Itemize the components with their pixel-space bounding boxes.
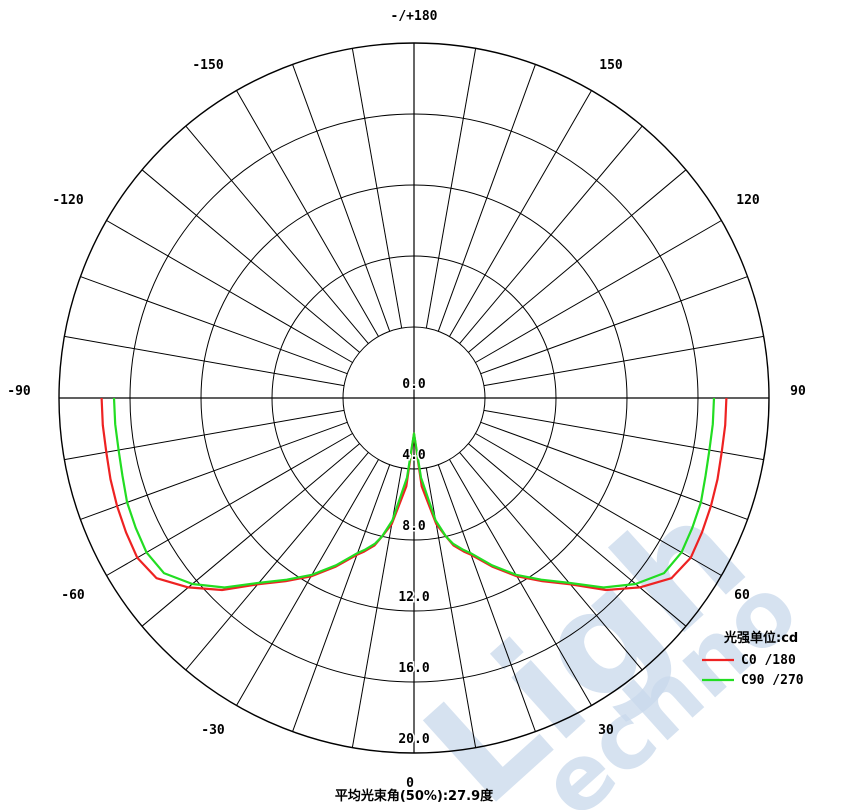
grid-spoke [141, 443, 360, 627]
angle-label: -/+180 [391, 9, 438, 24]
angle-label: 30 [598, 723, 614, 738]
angle-label: 0 [406, 776, 414, 791]
labels: -/+180 -150 150 -120 120 -90 90 -60 60 -30 30 0 0.0 4… [7, 9, 806, 804]
angle-label: -60 [61, 588, 85, 603]
grid-spoke [106, 220, 353, 363]
angle-label: -30 [201, 723, 225, 738]
angle-label: 90 [790, 384, 806, 399]
grid-spoke [449, 90, 592, 337]
grid-spoke [64, 335, 345, 387]
grid-spoke [468, 443, 687, 627]
grid-spoke [425, 48, 477, 329]
legend: 光强单位:cd C0 /180 C90 /270 [702, 630, 804, 688]
grid-spoke [437, 64, 536, 332]
radial-tick-label: 16.0 [398, 661, 429, 676]
grid-spoke [468, 169, 687, 353]
grid-spoke [449, 459, 592, 706]
grid-spoke [141, 169, 360, 353]
series-line-c90-270 [112, 397, 716, 589]
grid-spoke [236, 459, 379, 706]
legend-title: 光强单位:cd [723, 630, 798, 646]
grid-spoke [475, 433, 722, 576]
angle-label: 60 [734, 588, 750, 603]
legend-entry: C90 /270 [741, 673, 804, 688]
beam-angle-footer: 平均光束角(50%):27.9度 [335, 788, 494, 804]
grid-spoke [459, 452, 643, 671]
radial-tick-label: 4.0 [402, 448, 426, 463]
grid-spoke [185, 125, 369, 344]
angle-label: -150 [192, 58, 223, 73]
grid-spoke [351, 48, 403, 329]
grid-spoke [80, 276, 348, 375]
grid-spoke [437, 464, 536, 732]
grid-spoke [292, 64, 391, 332]
curves [100, 397, 728, 592]
radial-tick-label: 0.0 [402, 377, 426, 392]
angle-label: 120 [736, 193, 760, 208]
grid-spoke [185, 452, 369, 671]
radial-tick-label: 20.0 [398, 732, 429, 747]
grid-spoke [292, 464, 391, 732]
angle-label: -90 [7, 384, 31, 399]
grid-spoke [483, 335, 764, 387]
grid-spoke [64, 409, 345, 461]
grid-spoke [459, 125, 643, 344]
angle-label: 150 [599, 58, 623, 73]
grid-spoke [475, 220, 722, 363]
legend-entry: C0 /180 [741, 653, 796, 668]
grid-spoke [236, 90, 379, 337]
radial-tick-label: 12.0 [398, 590, 429, 605]
radial-tick-label: 8.0 [402, 519, 426, 534]
grid-spoke [480, 421, 748, 520]
angle-label: -120 [52, 193, 83, 208]
grid-spoke [480, 276, 748, 375]
grid-spoke [106, 433, 353, 576]
grid-spoke [80, 421, 348, 520]
grid-spoke [351, 467, 403, 748]
grid-spoke [483, 409, 764, 461]
